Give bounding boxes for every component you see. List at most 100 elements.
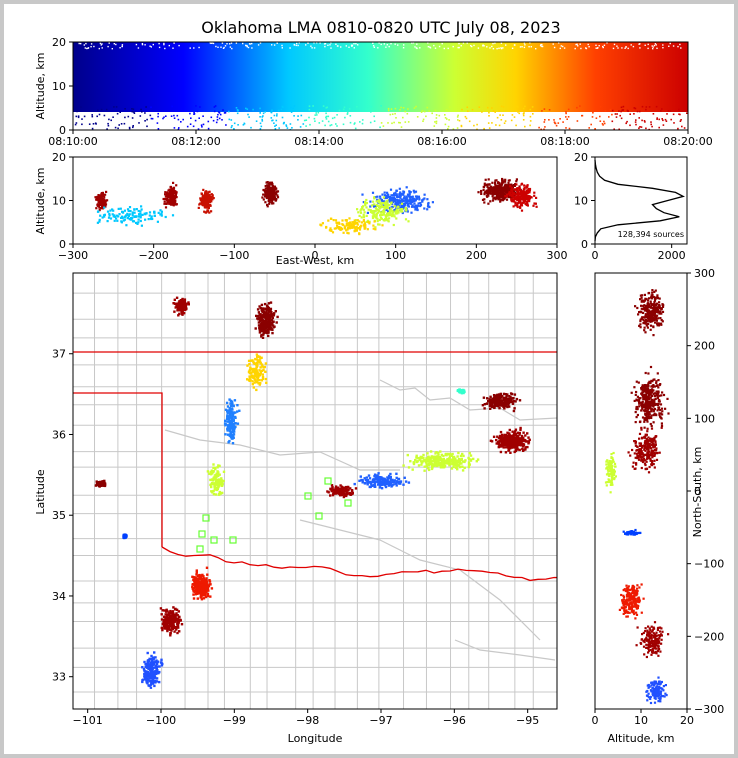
source-point — [655, 105, 658, 108]
source-point — [518, 431, 521, 435]
source-point — [308, 108, 311, 111]
source-point — [497, 402, 500, 405]
source-point — [157, 115, 159, 118]
source-point — [352, 225, 355, 228]
source-point — [359, 209, 362, 212]
source-point — [510, 399, 513, 402]
source-point — [666, 113, 668, 115]
source-point — [107, 216, 111, 219]
source-point — [159, 209, 162, 212]
source-point — [679, 120, 682, 122]
source-point — [128, 126, 131, 129]
source-point — [509, 191, 512, 194]
source-point — [269, 326, 272, 329]
source-point — [333, 116, 336, 119]
source-point — [620, 117, 623, 120]
source-point — [262, 115, 264, 117]
source-point — [223, 46, 225, 49]
source-point — [251, 359, 254, 362]
source-point — [449, 106, 451, 108]
source-point — [463, 460, 466, 464]
source-point — [497, 445, 500, 449]
source-point — [483, 201, 486, 204]
source-point — [527, 199, 530, 202]
source-point — [275, 198, 278, 201]
source-point — [495, 185, 498, 188]
source-point — [592, 111, 594, 114]
source-point — [152, 43, 154, 46]
source-point — [395, 193, 398, 196]
x-tick-label: −300 — [58, 249, 88, 262]
source-point — [272, 187, 276, 190]
source-point — [511, 402, 515, 405]
source-point — [394, 202, 397, 205]
source-point — [393, 215, 396, 218]
source-point — [168, 618, 172, 622]
source-point — [212, 477, 215, 480]
source-point — [419, 457, 422, 460]
source-point — [160, 618, 164, 621]
source-point — [103, 114, 106, 117]
source-point — [499, 396, 503, 399]
source-point — [460, 462, 463, 465]
source-point — [205, 586, 208, 589]
source-point — [648, 128, 650, 130]
source-point — [140, 108, 142, 111]
source-point — [276, 115, 278, 117]
source-point — [153, 214, 156, 217]
source-point — [228, 118, 231, 121]
source-point — [492, 48, 495, 50]
source-point — [271, 119, 273, 122]
source-point — [258, 305, 261, 308]
source-point — [422, 453, 425, 457]
source-point — [387, 207, 390, 210]
source-point — [620, 106, 623, 109]
source-point — [200, 578, 203, 581]
source-point — [653, 44, 656, 47]
source-point — [434, 452, 437, 455]
source-point — [96, 204, 99, 207]
source-point — [379, 214, 382, 217]
source-point — [560, 45, 562, 47]
source-point — [113, 106, 115, 108]
source-point — [150, 654, 153, 658]
source-point — [435, 122, 438, 125]
source-point — [264, 189, 267, 192]
source-point — [429, 46, 431, 48]
source-point — [226, 405, 230, 408]
source-point — [397, 205, 400, 208]
source-point — [365, 108, 367, 111]
source-point — [377, 199, 380, 202]
source-point — [650, 123, 652, 126]
source-point — [495, 124, 497, 126]
source-point — [267, 324, 270, 327]
source-point — [399, 196, 402, 199]
source-point — [444, 123, 447, 126]
source-point — [228, 398, 231, 401]
source-point — [603, 120, 605, 123]
source-point — [104, 205, 107, 208]
source-point — [327, 115, 330, 118]
source-point — [268, 190, 271, 193]
source-point — [195, 573, 198, 576]
source-point — [211, 472, 214, 475]
east-west-sources — [73, 157, 557, 244]
source-point — [260, 356, 263, 359]
source-point — [153, 651, 156, 654]
source-point — [177, 301, 181, 305]
source-point — [153, 677, 156, 680]
source-point — [493, 394, 496, 397]
source-point — [75, 115, 78, 118]
source-point — [364, 204, 367, 207]
source-point — [503, 122, 506, 124]
source-point — [400, 202, 404, 205]
source-point — [418, 458, 421, 461]
source-point — [678, 110, 680, 112]
source-point — [498, 434, 502, 438]
source-point — [386, 202, 389, 205]
source-point — [179, 303, 183, 307]
source-point — [212, 492, 216, 496]
source-point — [667, 110, 670, 112]
source-point — [350, 44, 353, 46]
source-point — [381, 193, 384, 196]
